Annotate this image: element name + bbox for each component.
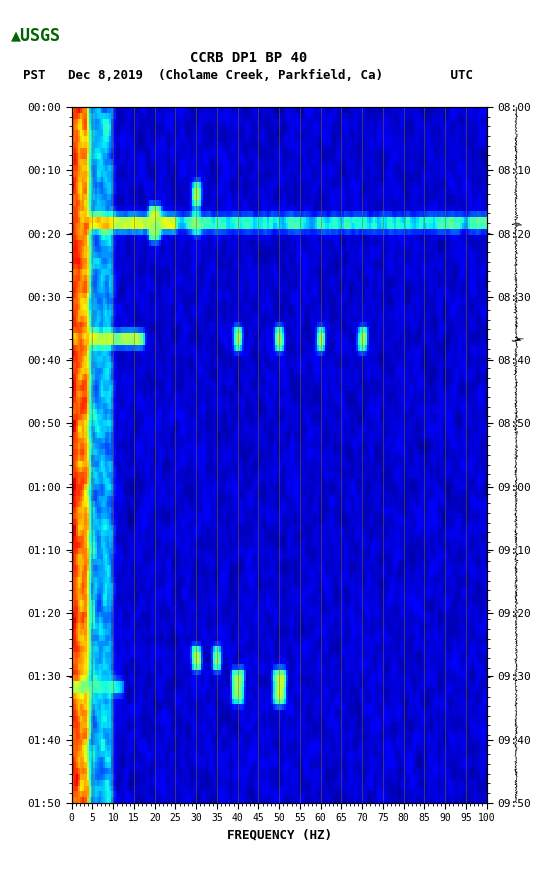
Text: ▲USGS: ▲USGS [11, 27, 61, 45]
X-axis label: FREQUENCY (HZ): FREQUENCY (HZ) [227, 829, 332, 842]
Text: PST   Dec 8,2019  (Cholame Creek, Parkfield, Ca)         UTC: PST Dec 8,2019 (Cholame Creek, Parkfield… [23, 70, 474, 82]
Text: CCRB DP1 BP 40: CCRB DP1 BP 40 [190, 51, 307, 65]
